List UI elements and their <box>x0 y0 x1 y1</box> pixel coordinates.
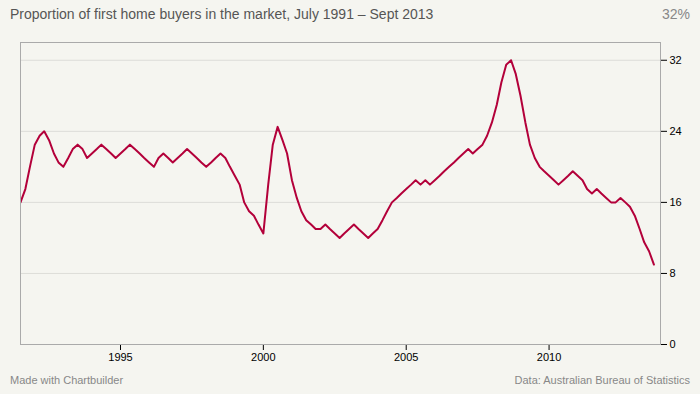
svg-text:2010: 2010 <box>537 351 561 363</box>
svg-text:24: 24 <box>670 125 682 137</box>
svg-text:16: 16 <box>670 196 682 208</box>
html-text:Proportion of first home buyer: Proportion of first home buyers in the m… <box>10 6 434 22</box>
html-text:32%: 32% <box>662 6 690 22</box>
svg-text:1995: 1995 <box>108 351 132 363</box>
html-text:Made with Chartbuilder: Made with Chartbuilder <box>10 374 124 386</box>
svg-text:2005: 2005 <box>394 351 418 363</box>
svg-text:0: 0 <box>670 338 676 350</box>
svg-text:8: 8 <box>670 267 676 279</box>
html-text:Data: Australian Bureau of Sta: Data: Australian Bureau of Statistics <box>514 374 690 386</box>
svg-text:2000: 2000 <box>251 351 275 363</box>
svg-text:32: 32 <box>670 54 682 66</box>
